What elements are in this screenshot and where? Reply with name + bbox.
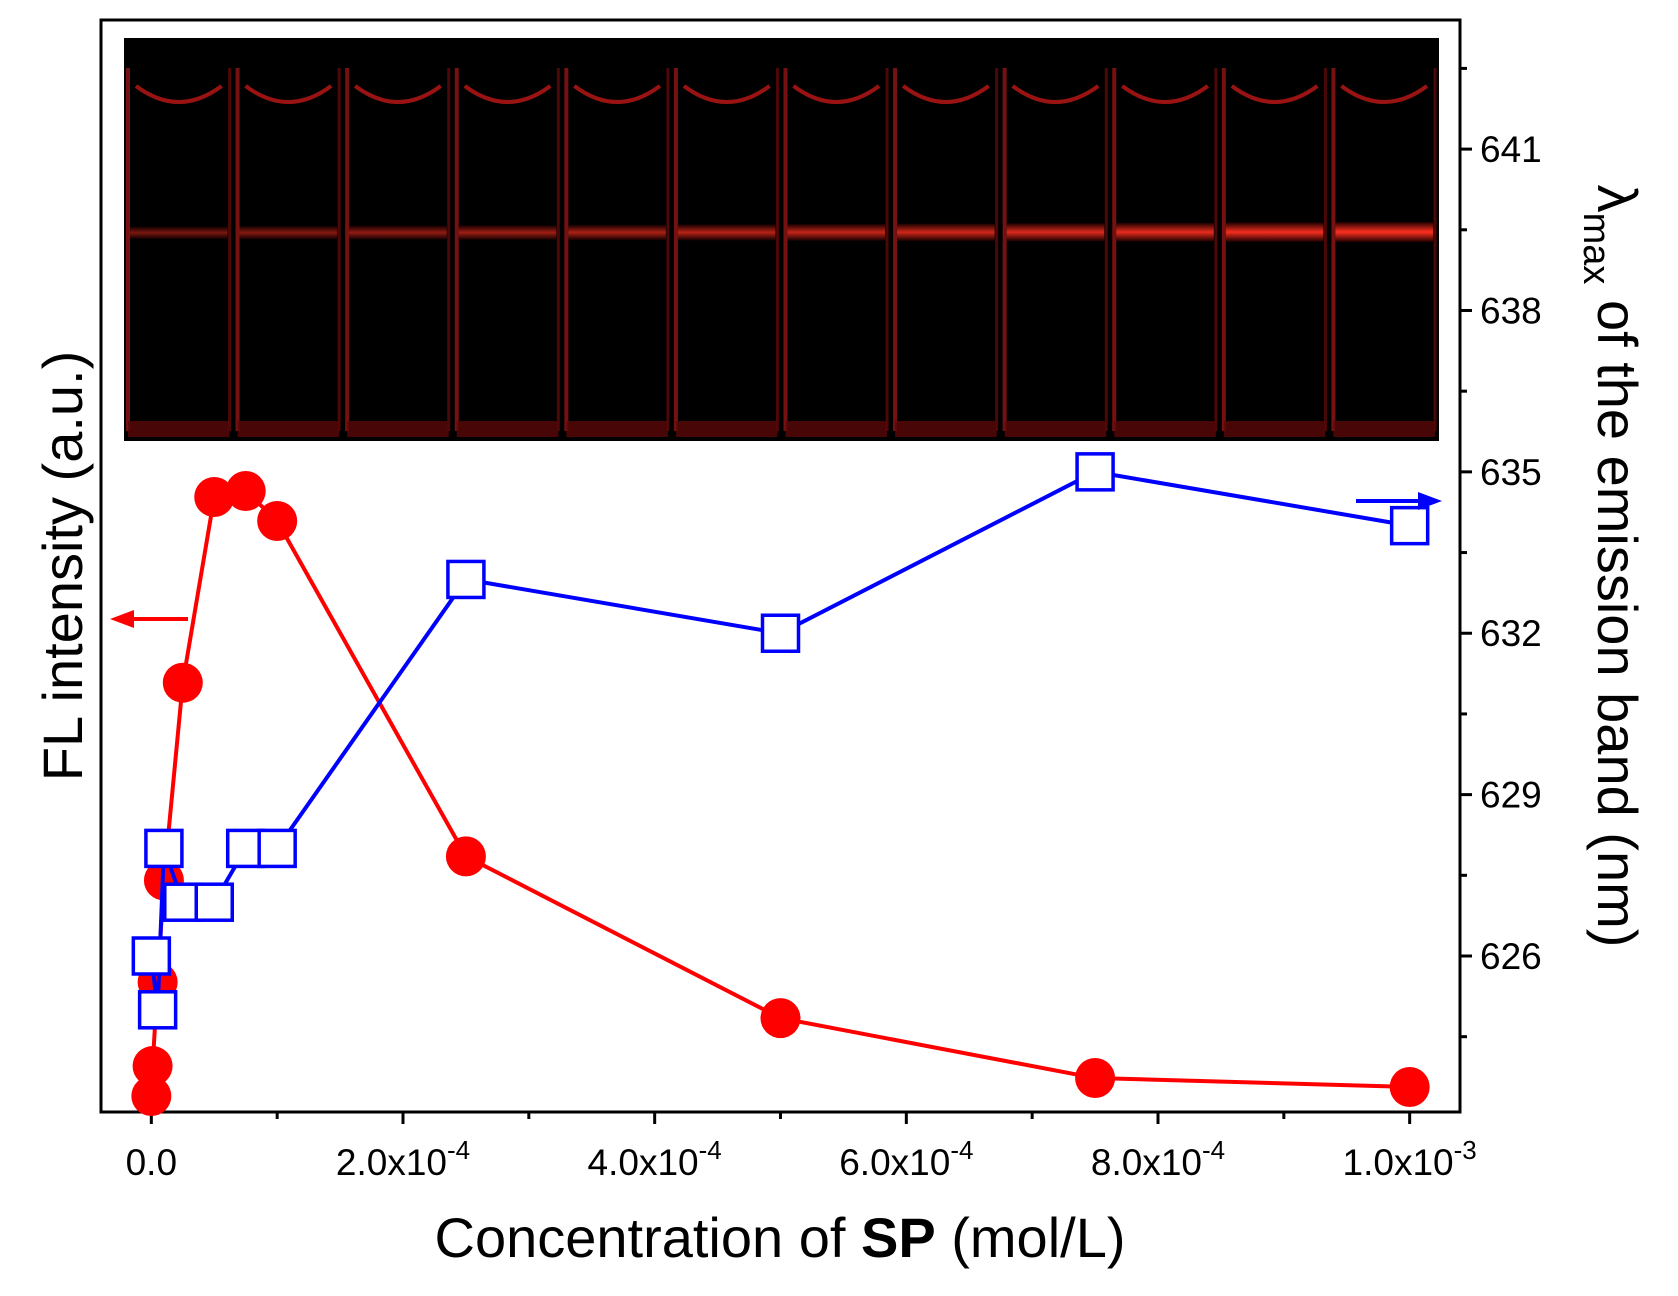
data-point	[131, 936, 172, 976]
cuvette-bottom	[128, 421, 230, 437]
data-point	[1389, 505, 1430, 546]
cuvette-beam	[568, 224, 666, 241]
cuvette	[126, 68, 232, 437]
cuvette-bottom	[1333, 421, 1435, 437]
cuvette-bottom	[347, 421, 449, 437]
data-point	[194, 882, 234, 922]
data-point	[760, 998, 801, 1039]
cuvette-meniscus	[573, 84, 662, 104]
axes: 0.0 2.0x10-4 4.0x10-4 6.0x10-4 8.0x10-4 1.0x1…	[99, 18, 1542, 1183]
data-point	[257, 828, 297, 869]
cuvette-bottom	[1004, 421, 1107, 437]
y-right-tick-label: 626	[1480, 936, 1542, 977]
cuvette-beam	[1116, 222, 1214, 242]
axis-arrows	[110, 492, 1442, 628]
cuvette-meniscus	[682, 84, 771, 104]
data-point	[257, 500, 298, 541]
x-tick-label: 6.0x10-4	[839, 1135, 973, 1183]
data-point	[445, 836, 486, 877]
cuvette-meniscus	[1230, 84, 1319, 104]
x-tick-label: 1.0x10-3	[1343, 1135, 1477, 1183]
cuvette	[1221, 68, 1327, 437]
cuvette	[1112, 68, 1218, 437]
cuvette-beam	[1335, 222, 1433, 242]
cuvette-meniscus	[792, 84, 881, 104]
cuvette-beam	[458, 225, 557, 240]
x-tick-label: 4.0x10-4	[588, 1135, 722, 1183]
data-point	[162, 662, 203, 703]
cuvette-beam	[787, 224, 886, 241]
cuvette-meniscus	[1340, 84, 1429, 104]
series-line	[149, 469, 1411, 1011]
inset-background	[124, 38, 1439, 441]
cuvette-meniscus	[1121, 84, 1210, 104]
data-point	[137, 990, 178, 1030]
cuvette-bottom	[675, 421, 778, 437]
cuvette	[454, 68, 560, 437]
cuvette-bottom	[566, 421, 668, 437]
cuvette-bottom	[1114, 421, 1216, 437]
data-point	[225, 471, 266, 512]
y-right-axis-title: λmax of the emission band (nm)	[1575, 185, 1649, 948]
cuvette-bottom	[785, 421, 888, 437]
cuvette	[1331, 68, 1437, 437]
cuvette-beam	[1006, 223, 1105, 242]
left-axis-arrowhead	[110, 610, 134, 628]
cuvette-bottom	[1223, 421, 1326, 437]
cuvette	[235, 68, 341, 437]
cuvette	[1002, 68, 1108, 437]
cuvette-bottom	[456, 421, 559, 437]
series-lambda-max	[131, 452, 1430, 1030]
cuvette-meniscus	[134, 84, 223, 104]
cuvette	[564, 68, 670, 437]
data-point	[131, 1076, 172, 1116]
cuvette	[783, 68, 889, 437]
y-right-tick-label: 641	[1480, 129, 1542, 170]
series-fl-intensity	[131, 471, 1430, 1116]
data-point	[1075, 452, 1115, 492]
cuvette-beam	[1225, 222, 1324, 242]
data-point	[760, 613, 801, 653]
cuvette	[893, 68, 999, 437]
axis-labels: Concentration of SP (mol/L) FL intensity …	[31, 185, 1649, 1269]
cuvette-beam	[897, 223, 995, 241]
cuvette-beam	[677, 224, 776, 241]
right-axis-arrowhead	[1418, 492, 1442, 510]
y-left-axis-title: FL intensity (a.u.)	[31, 351, 94, 782]
cuvette-bottom	[895, 421, 997, 437]
x-tick-label: 0.0	[126, 1142, 177, 1183]
x-tick-label: 2.0x10-4	[336, 1135, 470, 1183]
cuvette-meniscus	[463, 84, 552, 104]
y-right-tick-label: 635	[1480, 452, 1542, 493]
x-axis-title: Concentration of SP (mol/L)	[435, 1206, 1126, 1269]
cuvette-meniscus	[901, 84, 990, 104]
y-right-tick-label: 638	[1480, 290, 1542, 331]
cuvette-beam	[349, 225, 447, 240]
cuvette-beam	[130, 226, 228, 239]
data-point	[144, 828, 184, 869]
cuvette-meniscus	[244, 84, 333, 104]
cuvette	[345, 68, 451, 437]
y-right-tick-label: 632	[1480, 613, 1542, 654]
y-right-tick-label: 629	[1480, 775, 1542, 816]
cuvette	[673, 68, 779, 437]
data-point	[446, 559, 486, 600]
cuvette-beam	[239, 226, 338, 240]
data-point	[1075, 1058, 1116, 1099]
cuvette-bottom	[237, 421, 340, 437]
data-point	[132, 1046, 173, 1087]
data-point	[194, 477, 235, 517]
inset-photo	[124, 38, 1439, 441]
cuvette-meniscus	[353, 84, 442, 104]
cuvette-meniscus	[1011, 84, 1100, 104]
x-tick-label: 8.0x10-4	[1091, 1135, 1225, 1183]
data-point	[1389, 1067, 1430, 1108]
